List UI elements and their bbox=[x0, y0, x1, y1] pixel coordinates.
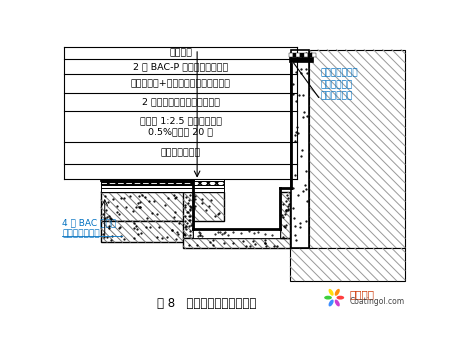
Ellipse shape bbox=[336, 296, 344, 300]
Text: 玻纤网格布+非固化橡胶沥青防水涂料: 玻纤网格布+非固化橡胶沥青防水涂料 bbox=[130, 79, 230, 88]
Ellipse shape bbox=[329, 289, 334, 296]
Bar bbox=[309, 50, 405, 248]
Bar bbox=[101, 188, 224, 192]
Text: 钢筋混凝土天沟: 钢筋混凝土天沟 bbox=[161, 148, 201, 158]
Ellipse shape bbox=[335, 300, 340, 307]
Bar bbox=[312, 53, 316, 57]
Ellipse shape bbox=[335, 289, 340, 296]
Bar bbox=[101, 220, 193, 242]
Text: 收口压条固定，
涂非固化橡胶
沥青防水涂料: 收口压条固定， 涂非固化橡胶 沥青防水涂料 bbox=[320, 68, 358, 101]
Text: 图 8   裙楼屋面天沟防水构造: 图 8 裙楼屋面天沟防水构造 bbox=[157, 297, 257, 310]
Bar bbox=[280, 192, 290, 238]
Text: 天沟底 1:2.5 水泥砂浆找坡
0.5%，最薄 20 厚: 天沟底 1:2.5 水泥砂浆找坡 0.5%，最薄 20 厚 bbox=[140, 117, 222, 137]
Text: 涂料在线: 涂料在线 bbox=[350, 289, 375, 300]
Bar bbox=[290, 248, 405, 281]
Bar bbox=[304, 53, 308, 57]
Bar bbox=[308, 53, 312, 57]
Text: 2 厚非固化橡胶沥青防水涂料: 2 厚非固化橡胶沥青防水涂料 bbox=[141, 98, 219, 106]
Bar bbox=[101, 192, 224, 220]
Bar bbox=[289, 57, 313, 62]
Ellipse shape bbox=[329, 300, 334, 307]
Text: 雨水篦子: 雨水篦子 bbox=[169, 49, 192, 58]
Text: 4 厚 BAC 耐根穿
刺自粘防水卷材: 4 厚 BAC 耐根穿 刺自粘防水卷材 bbox=[62, 218, 117, 239]
Bar bbox=[292, 53, 297, 57]
Text: Coatingol.com: Coatingol.com bbox=[350, 297, 405, 306]
Bar bbox=[101, 179, 224, 181]
Bar bbox=[300, 53, 304, 57]
Bar bbox=[289, 53, 292, 57]
Bar bbox=[183, 238, 290, 248]
Bar bbox=[193, 229, 280, 238]
Bar bbox=[101, 185, 224, 188]
Text: 2 厚 BAC-P 双面自粘防水卷材: 2 厚 BAC-P 双面自粘防水卷材 bbox=[133, 62, 228, 71]
Bar bbox=[183, 192, 193, 238]
Bar bbox=[291, 50, 309, 248]
Ellipse shape bbox=[324, 296, 332, 300]
Bar bbox=[101, 181, 224, 185]
Bar bbox=[297, 53, 300, 57]
